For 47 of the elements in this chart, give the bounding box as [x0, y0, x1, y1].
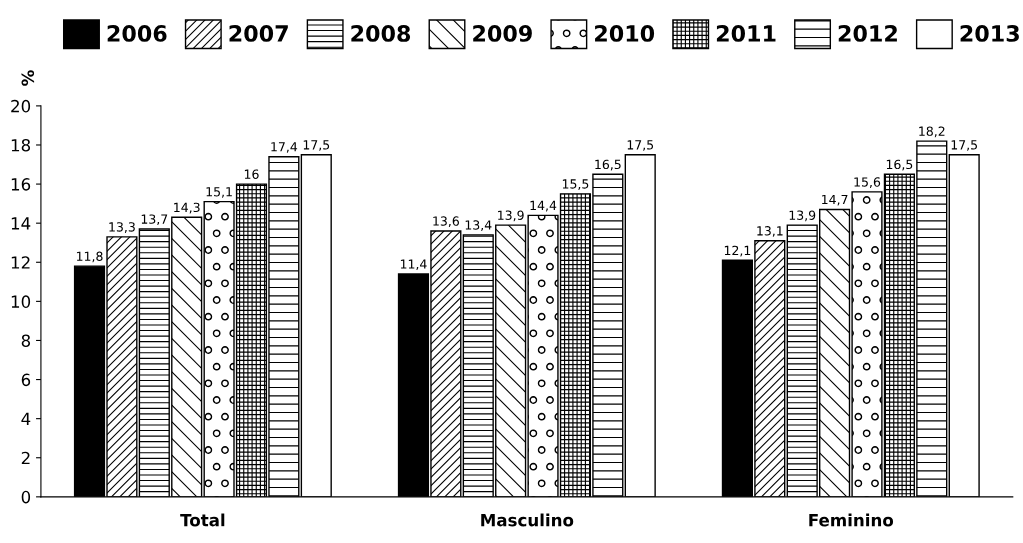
data-label: 11,4: [400, 259, 427, 271]
y-tick-label: 14: [11, 217, 31, 230]
data-label: 13,7: [141, 214, 168, 226]
data-label: 15,5: [562, 179, 589, 190]
x-tick-label: Total: [180, 513, 225, 527]
data-label: 15,6: [854, 177, 881, 188]
data-label: 17,4: [271, 142, 298, 153]
data-label: 17,5: [303, 140, 330, 151]
y-tick-label: 4: [21, 412, 31, 425]
data-label: 16,5: [595, 159, 621, 171]
legend-label: 2013: [960, 25, 1019, 42]
y-tick-label: 8: [21, 334, 31, 348]
y-tick-label: 20: [11, 99, 31, 113]
data-label: 18,2: [919, 126, 945, 138]
y-tick-label: 2: [21, 451, 30, 465]
data-label: 16,5: [886, 159, 913, 171]
y-axis-title: %: [21, 70, 35, 86]
y-tick-label: 0: [21, 490, 31, 504]
data-label: 14,7: [822, 195, 848, 206]
data-label: 16: [244, 169, 259, 179]
data-label: 17,5: [951, 140, 977, 151]
x-tick-label: Feminino: [809, 513, 894, 527]
data-label: 13,9: [498, 210, 524, 222]
data-label: 14,3: [174, 202, 200, 214]
data-label: 13,9: [789, 210, 816, 222]
y-tick-label: 16: [11, 178, 31, 191]
y-tick-label: 12: [11, 256, 30, 269]
x-tick-label: Masculino: [481, 513, 574, 527]
data-label: 13,1: [757, 226, 783, 237]
data-label: 17,5: [627, 140, 654, 151]
data-label: 11,8: [76, 251, 103, 263]
legend-label: 2008: [351, 25, 411, 42]
legend-label: 2012: [838, 25, 897, 42]
data-label: 13,6: [433, 216, 459, 228]
y-tick-label: 6: [21, 373, 31, 387]
data-label: 15,1: [206, 187, 232, 198]
legend-label: 2009: [473, 25, 532, 42]
legend-label: 2007: [229, 25, 288, 42]
data-label: 13,3: [109, 222, 135, 233]
legend-label: 2010: [595, 25, 655, 42]
y-tick-label: 18: [11, 138, 31, 152]
legend-label: 2011: [716, 25, 776, 42]
data-label: 12,1: [724, 245, 751, 257]
y-tick-label: 10: [11, 295, 31, 308]
legend-label: 2006: [107, 25, 167, 42]
data-label: 14,4: [530, 200, 557, 212]
data-label: 13,4: [465, 220, 492, 231]
